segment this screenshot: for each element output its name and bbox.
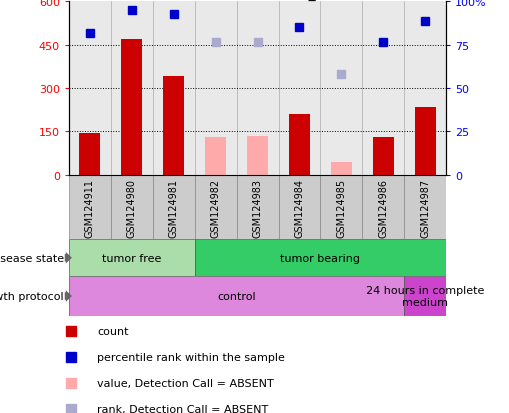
Text: GSM124981: GSM124981 bbox=[168, 178, 178, 237]
Bar bbox=[246, 136, 268, 176]
Bar bbox=[69, 176, 110, 240]
Bar bbox=[362, 2, 404, 176]
Bar bbox=[69, 277, 404, 316]
Text: growth protocol: growth protocol bbox=[0, 291, 64, 301]
Text: 24 hours in complete
medium: 24 hours in complete medium bbox=[365, 285, 484, 307]
Text: GSM124980: GSM124980 bbox=[127, 178, 136, 237]
Bar bbox=[330, 163, 351, 176]
Bar bbox=[362, 176, 404, 240]
Bar bbox=[404, 2, 445, 176]
Bar bbox=[289, 115, 309, 176]
Bar bbox=[372, 138, 393, 176]
Text: GSM124984: GSM124984 bbox=[294, 178, 304, 237]
Text: GSM124983: GSM124983 bbox=[252, 178, 262, 237]
Bar bbox=[194, 2, 236, 176]
Text: GSM124987: GSM124987 bbox=[419, 178, 430, 237]
Bar bbox=[69, 240, 194, 277]
Text: disease state: disease state bbox=[0, 253, 64, 263]
Bar bbox=[205, 138, 225, 176]
Bar bbox=[236, 176, 278, 240]
Bar bbox=[404, 277, 445, 316]
Bar bbox=[69, 2, 110, 176]
Text: GSM124985: GSM124985 bbox=[336, 178, 346, 237]
Bar bbox=[152, 176, 194, 240]
Bar bbox=[320, 2, 362, 176]
Bar bbox=[236, 2, 278, 176]
Text: tumor bearing: tumor bearing bbox=[280, 253, 360, 263]
Bar bbox=[320, 176, 362, 240]
Text: count: count bbox=[97, 326, 128, 336]
Text: control: control bbox=[217, 291, 256, 301]
Text: GSM124986: GSM124986 bbox=[378, 178, 387, 237]
Bar bbox=[121, 40, 142, 176]
Bar bbox=[278, 2, 320, 176]
Bar bbox=[414, 108, 435, 176]
Title: GDS2454 / 93276_at: GDS2454 / 93276_at bbox=[185, 0, 329, 1]
Text: value, Detection Call = ABSENT: value, Detection Call = ABSENT bbox=[97, 378, 273, 388]
Bar bbox=[278, 176, 320, 240]
Text: GSM124911: GSM124911 bbox=[84, 178, 95, 237]
Bar bbox=[194, 176, 236, 240]
Bar bbox=[79, 134, 100, 176]
Text: GSM124982: GSM124982 bbox=[210, 178, 220, 237]
Bar bbox=[404, 176, 445, 240]
Text: tumor free: tumor free bbox=[102, 253, 161, 263]
Bar bbox=[152, 2, 194, 176]
Bar bbox=[163, 77, 184, 176]
Text: rank, Detection Call = ABSENT: rank, Detection Call = ABSENT bbox=[97, 404, 268, 413]
Text: percentile rank within the sample: percentile rank within the sample bbox=[97, 352, 284, 362]
Bar bbox=[194, 240, 445, 277]
Bar bbox=[110, 2, 152, 176]
Bar bbox=[110, 176, 152, 240]
